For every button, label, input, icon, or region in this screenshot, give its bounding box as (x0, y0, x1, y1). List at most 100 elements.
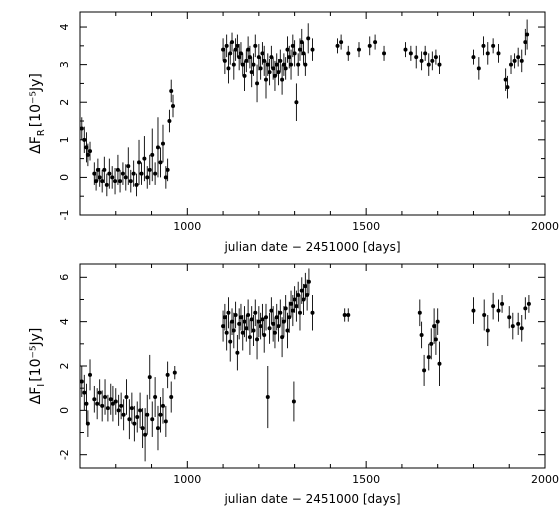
data-point (505, 85, 510, 90)
data-point (403, 47, 408, 52)
y-axis-label: ΔFR [10⁻⁵Jy] (28, 73, 47, 154)
data-point (153, 171, 158, 176)
data-point (124, 395, 129, 400)
data-point (357, 47, 361, 52)
data-point (247, 55, 252, 60)
chart-panel-2: 1000 1500 2000 -2 0 2 4 6 julian date − 2451000 … (28, 263, 559, 506)
data-point (135, 415, 140, 419)
data-point (429, 341, 434, 346)
x-tick-label: 1000 (173, 220, 201, 233)
data-point (262, 332, 267, 337)
data-point (95, 401, 100, 406)
data-point (280, 77, 285, 82)
data-point (160, 403, 165, 408)
data-point (158, 160, 163, 165)
data-point (143, 432, 148, 437)
data-point (269, 308, 274, 313)
data-point (432, 324, 437, 329)
data-point (301, 51, 306, 56)
data-point (423, 51, 428, 56)
data-point (264, 315, 268, 320)
data-point (305, 293, 310, 298)
x-tick-label: 2000 (531, 473, 559, 486)
y-axis-label: ΔFI [10⁻⁵Jy] (28, 328, 47, 405)
data-point (476, 66, 481, 71)
data-point (471, 308, 476, 313)
data-point (516, 55, 521, 60)
data-point (523, 40, 528, 45)
y-tick-label: -2 (58, 449, 71, 460)
data-point (221, 47, 226, 52)
data-point (426, 355, 431, 360)
data-point (510, 324, 515, 329)
data-point (85, 152, 90, 157)
data-point (373, 40, 378, 45)
data-point (519, 58, 524, 63)
data-point (244, 58, 249, 63)
data-point (482, 313, 487, 317)
data-point (222, 58, 227, 63)
data-point (289, 62, 294, 67)
data-point (110, 401, 115, 406)
data-point (296, 293, 301, 298)
data-point (306, 279, 311, 284)
y-axis-label-symbol: ΔF (28, 387, 44, 405)
data-point (235, 350, 240, 355)
data-point (294, 100, 299, 105)
y-tick-label: 2 (58, 363, 71, 370)
data-point (382, 51, 387, 56)
data-point (430, 58, 435, 63)
data-point (249, 317, 254, 322)
data-point (221, 324, 226, 329)
data-point (491, 304, 496, 309)
data-point (258, 324, 263, 329)
data-point (79, 126, 84, 131)
data-point (310, 47, 315, 52)
data-point (290, 43, 295, 48)
data-point (265, 62, 270, 67)
data-point (129, 406, 134, 411)
data-point (138, 408, 143, 413)
x-tick-label: 1500 (352, 220, 380, 233)
y-tick-label: 3 (58, 61, 71, 68)
data-point (437, 62, 442, 67)
data-point (88, 372, 93, 377)
y-tick-label: -1 (58, 210, 71, 221)
data-point (140, 426, 145, 431)
data-point (95, 167, 100, 172)
y-tick-label: 0 (58, 174, 71, 181)
data-point (290, 308, 295, 313)
data-point (155, 426, 160, 431)
data-point (169, 395, 174, 400)
data-point (507, 315, 512, 320)
data-point (79, 379, 84, 384)
data-point (224, 330, 229, 335)
x-tick-label: 1500 (352, 473, 380, 486)
data-point (145, 175, 150, 180)
y-axis-label-subscript: I (36, 384, 47, 387)
data-point (256, 55, 261, 60)
data-point (303, 62, 308, 67)
data-point (134, 182, 139, 187)
data-point (278, 310, 283, 315)
data-point (222, 315, 227, 320)
data-point (235, 43, 240, 48)
data-point (509, 62, 514, 67)
data-point (137, 160, 142, 165)
data-point (262, 58, 267, 63)
data-point (92, 171, 97, 176)
data-point (120, 171, 125, 176)
data-point (433, 55, 438, 60)
data-point (512, 58, 517, 63)
y-tick-label: 1 (58, 136, 71, 143)
data-point (422, 368, 427, 373)
data-point (242, 319, 247, 324)
data-point (121, 412, 126, 417)
data-point (253, 43, 258, 48)
data-point (297, 47, 302, 52)
data-point (92, 397, 97, 402)
data-point (131, 171, 136, 176)
data-point (246, 313, 251, 317)
data-point (264, 77, 268, 82)
data-point (233, 47, 238, 52)
